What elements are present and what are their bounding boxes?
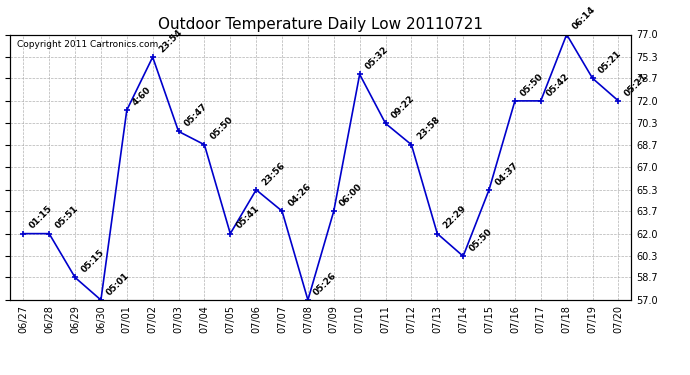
Text: 05:15: 05:15	[79, 248, 106, 274]
Text: 23:56: 23:56	[260, 160, 287, 187]
Text: 05:50: 05:50	[519, 72, 546, 98]
Text: 23:58: 23:58	[415, 115, 442, 142]
Text: 06:00: 06:00	[338, 182, 364, 208]
Title: Outdoor Temperature Daily Low 20110721: Outdoor Temperature Daily Low 20110721	[158, 17, 484, 32]
Text: 09:22: 09:22	[390, 94, 416, 121]
Text: 22:29: 22:29	[442, 204, 468, 231]
Text: 06:14: 06:14	[571, 5, 598, 32]
Text: 05:21: 05:21	[597, 49, 623, 75]
Text: 05:41: 05:41	[235, 204, 261, 231]
Text: 04:26: 04:26	[286, 182, 313, 208]
Text: Copyright 2011 Cartronics.com: Copyright 2011 Cartronics.com	[17, 40, 158, 49]
Text: 05:50: 05:50	[208, 116, 235, 142]
Text: 05:26: 05:26	[312, 271, 339, 297]
Text: 04:37: 04:37	[493, 160, 520, 187]
Text: 05:42: 05:42	[545, 72, 571, 98]
Text: 01:15: 01:15	[28, 204, 54, 231]
Text: 4:60: 4:60	[131, 85, 153, 107]
Text: 05:32: 05:32	[364, 45, 391, 72]
Text: 05:50: 05:50	[467, 227, 494, 254]
Text: 05:51: 05:51	[53, 204, 80, 231]
Text: 05:01: 05:01	[105, 271, 132, 297]
Text: 05:21: 05:21	[622, 72, 649, 98]
Text: 05:47: 05:47	[183, 102, 209, 129]
Text: 23:54: 23:54	[157, 28, 184, 54]
